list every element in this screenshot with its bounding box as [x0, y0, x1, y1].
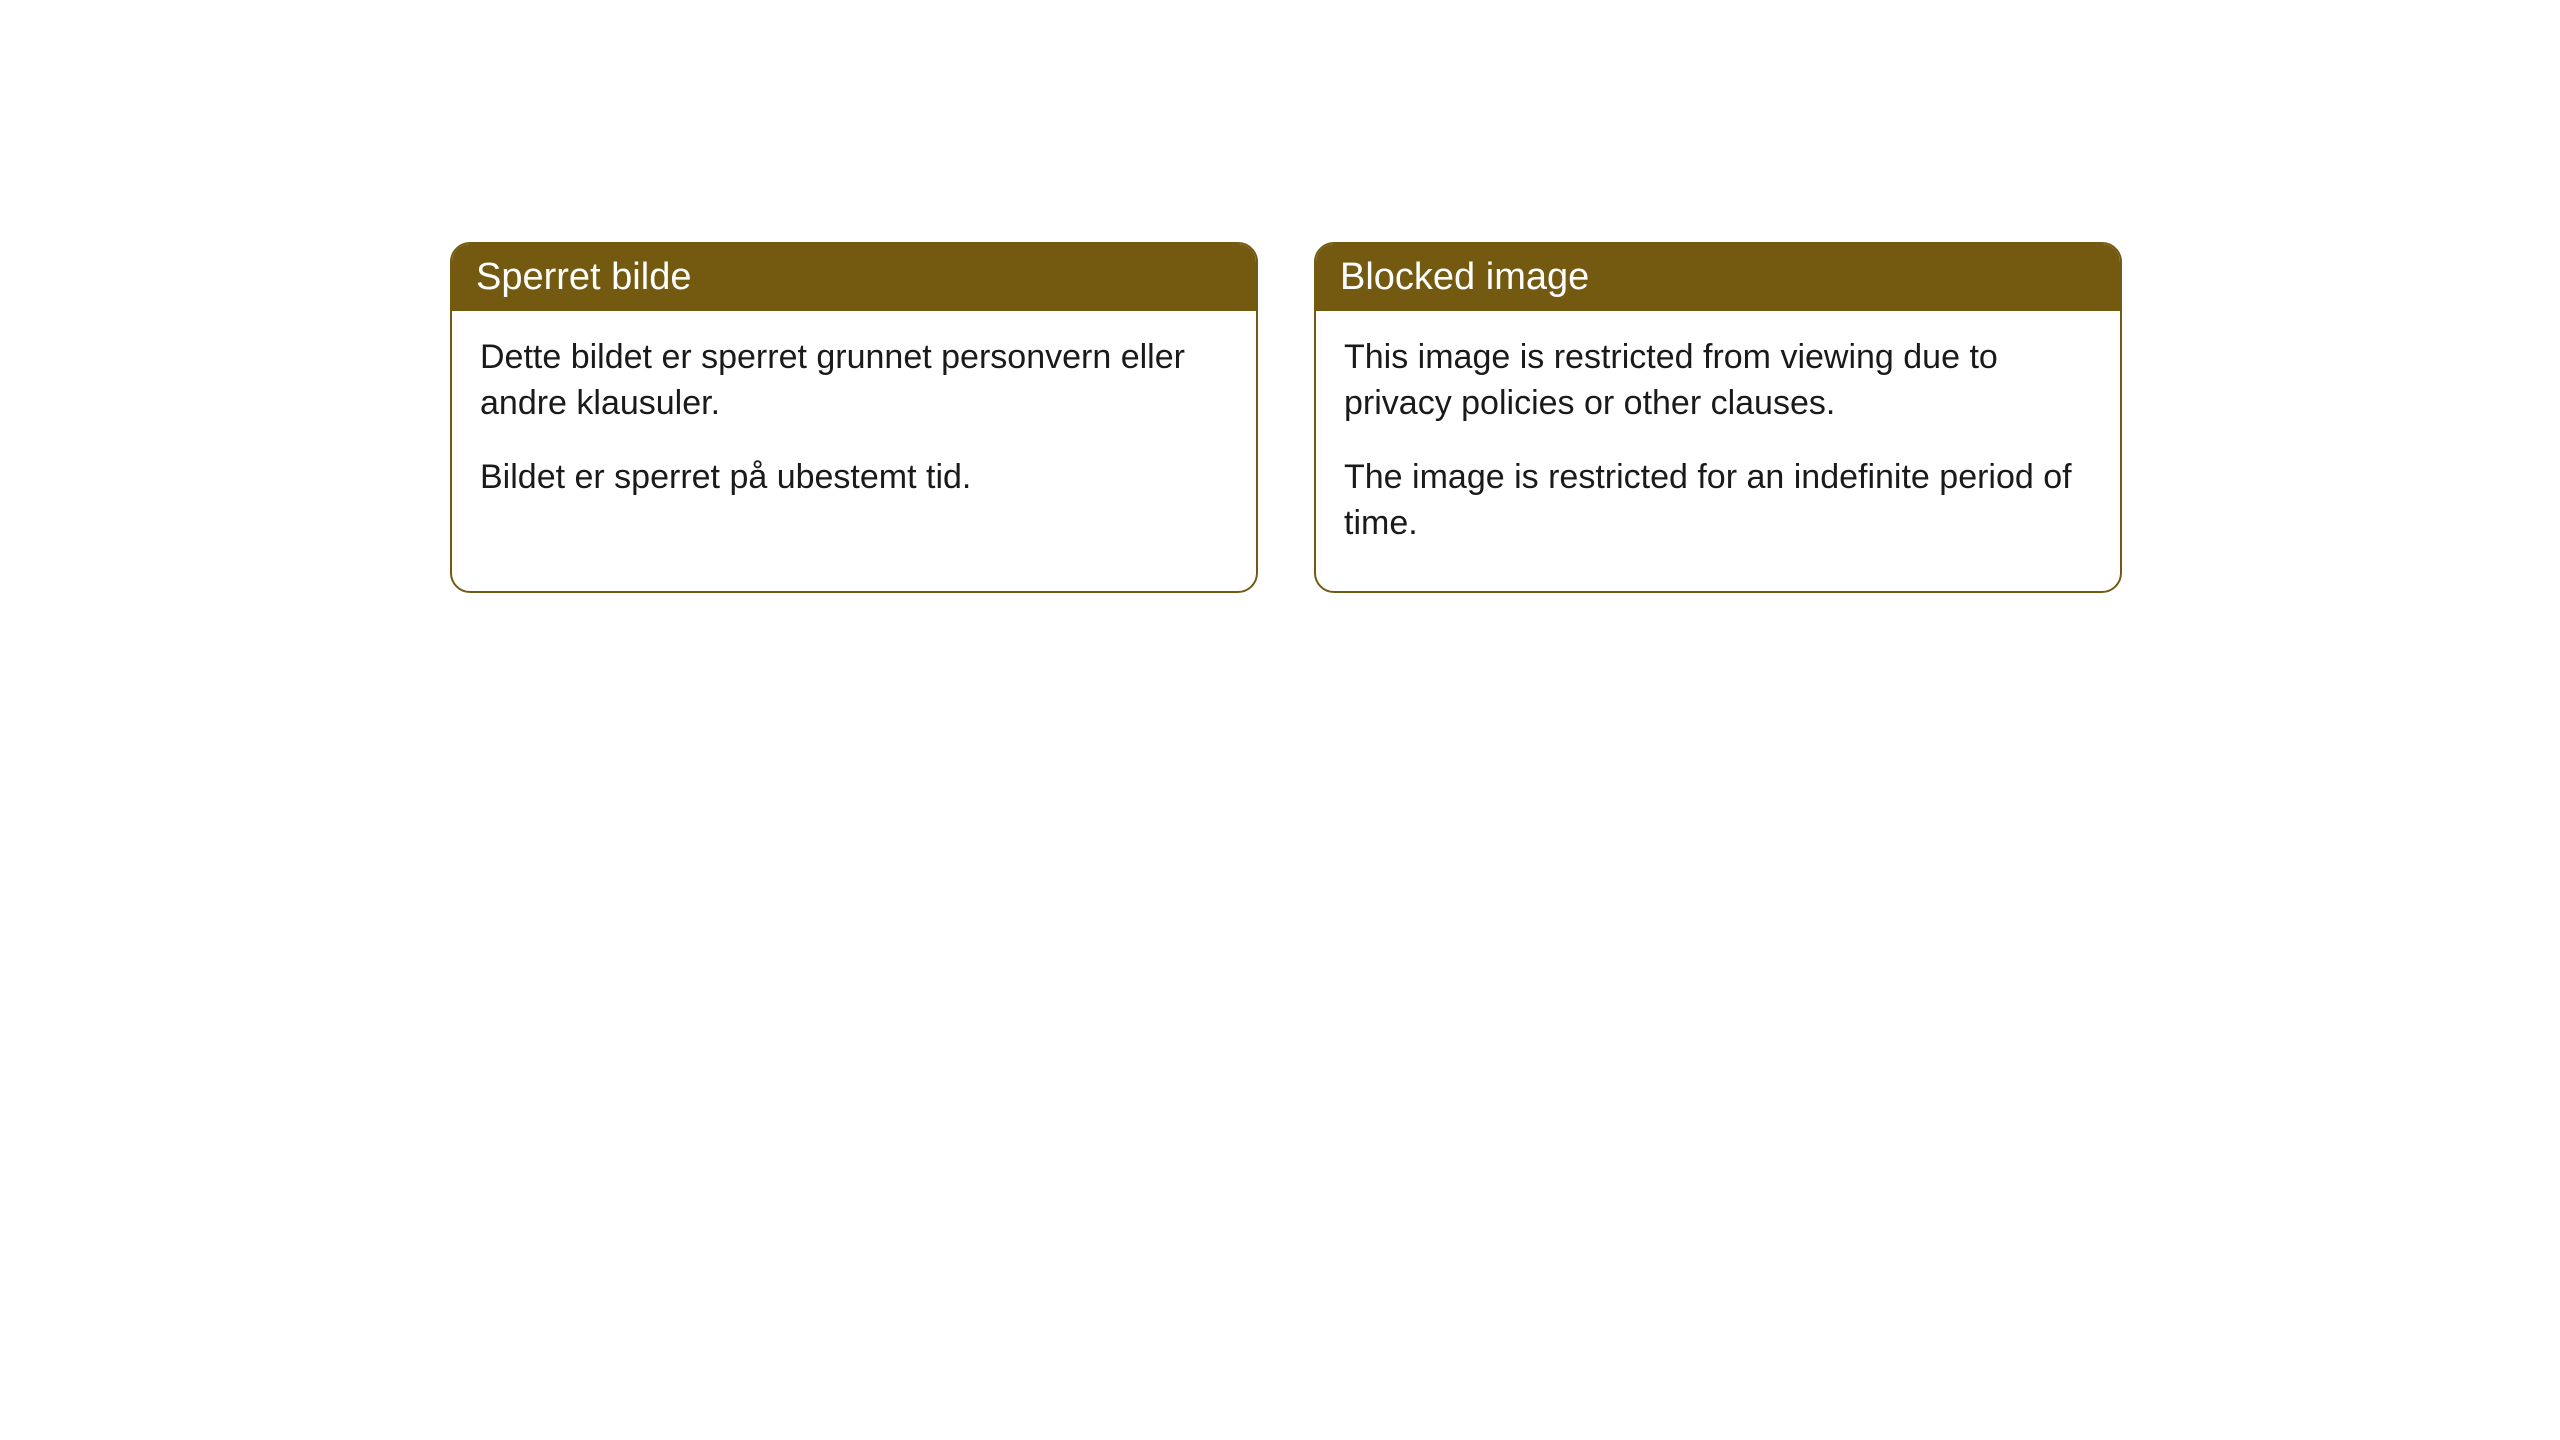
card-paragraph: Dette bildet er sperret grunnet personve…: [480, 335, 1228, 427]
card-header-english: Blocked image: [1316, 244, 2120, 311]
blocked-image-card-norwegian: Sperret bilde Dette bildet er sperret gr…: [450, 242, 1258, 593]
notice-container: Sperret bilde Dette bildet er sperret gr…: [450, 242, 2122, 593]
card-body-english: This image is restricted from viewing du…: [1316, 311, 2120, 591]
card-body-norwegian: Dette bildet er sperret grunnet personve…: [452, 311, 1256, 545]
card-header-norwegian: Sperret bilde: [452, 244, 1256, 311]
card-title: Blocked image: [1340, 256, 1589, 298]
blocked-image-card-english: Blocked image This image is restricted f…: [1314, 242, 2122, 593]
card-title: Sperret bilde: [476, 256, 691, 298]
card-paragraph: The image is restricted for an indefinit…: [1344, 455, 2092, 547]
card-paragraph: This image is restricted from viewing du…: [1344, 335, 2092, 427]
card-paragraph: Bildet er sperret på ubestemt tid.: [480, 455, 1228, 501]
